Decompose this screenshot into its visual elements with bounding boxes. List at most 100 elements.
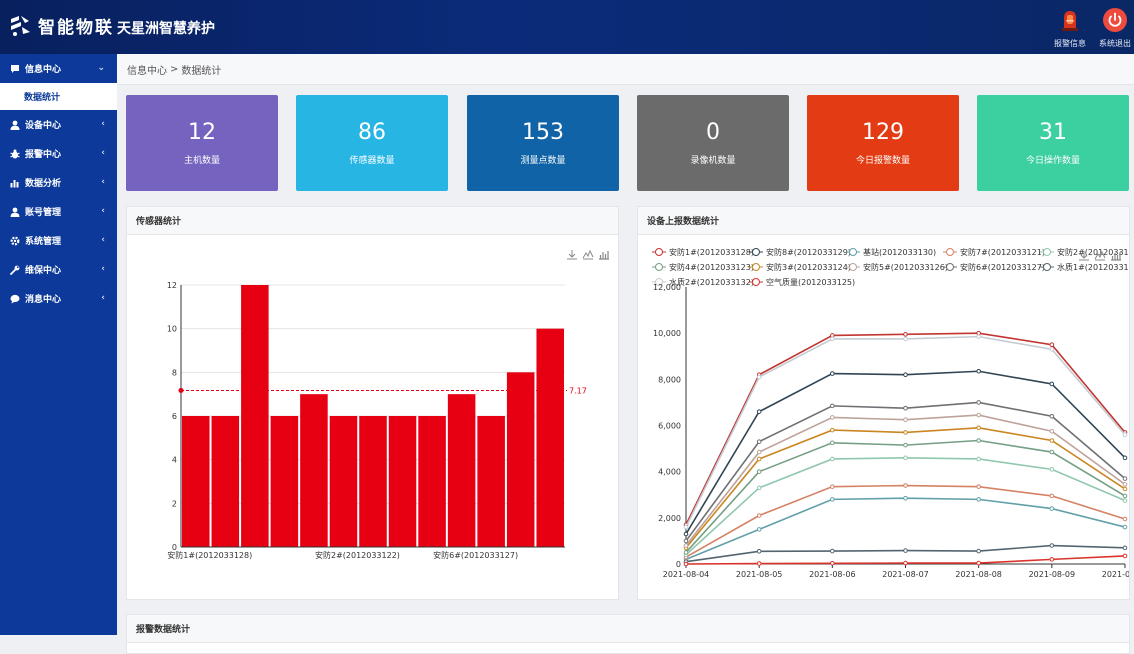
gear-icon [10,236,20,246]
bar [506,372,535,547]
device-report-line-chart: 安防1#(2012033128) 安防8#(2012033129) 基站(20120… [652,247,1129,579]
chart-toolbox [567,249,609,260]
data-point [976,368,981,374]
x-tick-label: 安防2#(2012033122) [315,550,400,560]
y-tick-label: 0 [676,560,681,569]
chevron-left-icon: ‹ [101,177,105,187]
data-point [756,469,762,474]
legend-item[interactable]: 安防8#(2012033129) [749,247,851,257]
sensor-stats-panel: 传感器统计 0 2 4 6 8 10 12 安防1#(2012033128) 安防2#(2012… [126,206,619,600]
sidebar-subitem-data-stats[interactable]: 数据统计 [0,83,117,110]
sidebar-item-message-center[interactable]: 消息中心 ‹ [0,284,117,313]
legend-item[interactable]: 安防7#(2012033121) [943,247,1045,257]
legend-marker [946,248,954,256]
legend-item[interactable]: 安防3#(2012033124) [749,262,851,272]
y-tick-label: 6,000 [658,422,681,431]
data-point [756,549,762,554]
sidebar-item-data-analysis[interactable]: 数据分析 ‹ [0,168,117,197]
data-point [1049,438,1055,443]
data-point [1049,381,1055,387]
legend-item[interactable]: 安防1#(2012033128) [652,247,754,257]
y-tick-label: 4 [172,456,177,465]
data-point [903,417,908,423]
sidebar-item-alarm-center[interactable]: 报警中心 ‹ [0,139,117,168]
legend-item[interactable]: 安防6#(2012033127) [943,262,1045,272]
data-point [756,561,762,566]
data-point [1049,428,1055,434]
data-point [1049,342,1055,348]
logout-button[interactable]: 系统退出 [1093,8,1134,49]
average-line-label: 7.17 [569,386,587,395]
stat-value: 129 [862,120,904,145]
data-point [1122,545,1128,551]
data-point [1122,476,1128,481]
stat-card-hosts[interactable]: 12 主机数量 [126,95,278,191]
legend-item[interactable]: 安防2#(2012033122) [1040,247,1129,257]
legend-marker [655,278,663,286]
sidebar-item-maintenance-center[interactable]: 维保中心 ‹ [0,255,117,284]
x-tick-label: 2021-08-09 [1029,570,1076,579]
stat-card-today-alarms[interactable]: 129 今日报警数量 [807,95,959,191]
data-point [756,456,762,462]
y-tick-label: 2,000 [658,514,681,523]
legend-label: 安防6#(2012033127) [960,262,1045,272]
stat-card-recorders[interactable]: 0 录像机数量 [637,95,789,191]
legend-marker [752,278,760,286]
stat-card-today-operations[interactable]: 31 今日操作数量 [977,95,1129,191]
series-line [685,457,1126,556]
y-tick-label: 4,000 [658,468,681,477]
data-point [1049,467,1055,472]
legend-label: 安防2#(2012033122) [1057,247,1129,257]
data-point [976,425,981,431]
y-tick-label: 8,000 [658,375,681,384]
stat-card-measure-points[interactable]: 153 测量点数量 [467,95,619,191]
bar [536,328,564,547]
legend-label: 空气质量(2012033125) [766,277,855,287]
line-chart-icon[interactable] [582,249,594,260]
data-point [976,438,981,443]
sidebar-item-device-center[interactable]: 设备中心 ‹ [0,110,117,139]
bar-chart-icon[interactable] [1111,252,1121,261]
breadcrumb-parent[interactable]: 信息中心 [127,65,167,77]
data-point [903,332,908,337]
sidebar-item-label: 数据分析 [25,179,62,189]
bar-chart-icon[interactable] [599,251,609,260]
download-icon[interactable] [1079,251,1089,261]
stat-value: 12 [188,120,216,145]
alarm-info-label: 报警信息 [1054,39,1086,48]
alarm-info-button[interactable]: 报警信息 [1048,8,1092,49]
stat-value: 86 [358,120,386,145]
sidebar-item-info-center[interactable]: 信息中心 ⌄ [0,54,117,83]
legend-item[interactable]: 水质2#(2012033132) [652,277,754,287]
device-report-panel: 设备上报数据统计 安防1#(2012033128) 安防8#(2012033129… [637,206,1130,600]
line-chart-icon[interactable] [1094,250,1106,261]
y-tick-label: 2 [172,499,177,508]
legend-label: 基站(2012033130) [863,247,936,257]
data-point [830,440,835,446]
data-point [1122,498,1128,503]
legend-item[interactable]: 水质1#(2012033131) [1040,262,1129,272]
legend-label: 安防3#(2012033124) [766,262,851,272]
sidebar-item-system-management[interactable]: 系统管理 ‹ [0,226,117,255]
power-icon [1103,8,1127,32]
panel-title: 设备上报数据统计 [638,207,1129,235]
data-point [1122,516,1128,522]
logo-text: 智能物联 [38,17,114,38]
data-point [1122,553,1128,559]
y-tick-label: 12 [167,281,177,290]
stat-card-sensors[interactable]: 86 传感器数量 [296,95,448,191]
legend-marker [655,248,663,256]
breadcrumb-current: 数据统计 [181,65,222,77]
download-icon[interactable] [567,250,577,260]
y-tick-label: 8 [172,368,177,377]
legend-item[interactable]: 安防5#(2012033126) [846,262,948,272]
legend-item[interactable]: 安防4#(2012033123) [652,262,754,272]
main-content: 信息中心 > 数据统计 12 主机数量 86 传感器数量 153 测量点数量 0… [117,54,1134,654]
data-point [683,561,689,567]
sidebar-item-account-management[interactable]: 账号管理 ‹ [0,197,117,226]
x-tick-label: 2021-08-10 [1102,570,1129,579]
legend-item[interactable]: 基站(2012033130) [846,247,936,257]
data-point [903,372,908,378]
data-point [976,560,981,566]
legend-item[interactable]: 空气质量(2012033125) [749,277,855,287]
